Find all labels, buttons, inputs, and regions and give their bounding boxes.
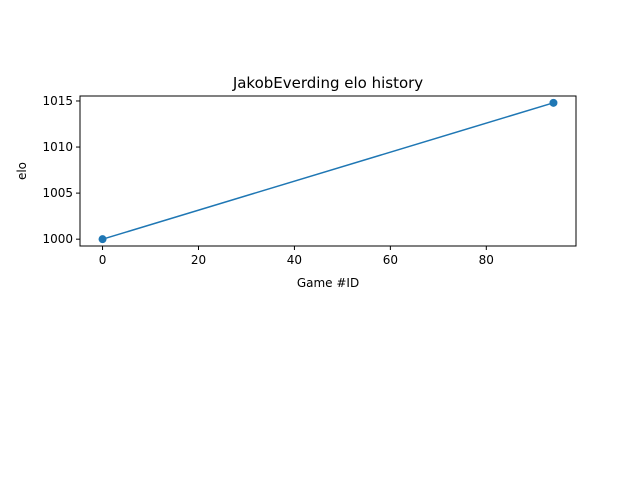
x-tick-label: 0 bbox=[99, 253, 107, 267]
y-axis-label: elo bbox=[15, 162, 29, 180]
x-tick-label: 20 bbox=[191, 253, 206, 267]
plot-area bbox=[79, 95, 577, 247]
series-layer bbox=[98, 98, 558, 244]
series-line bbox=[102, 102, 554, 240]
chart-title: JakobEverding elo history bbox=[232, 74, 423, 92]
data-point bbox=[98, 235, 107, 244]
x-tick-label: 80 bbox=[479, 253, 494, 267]
x-tick-label: 40 bbox=[287, 253, 302, 267]
y-tick-label: 1015 bbox=[42, 94, 73, 108]
plot-frame bbox=[79, 95, 577, 247]
data-point bbox=[549, 98, 558, 107]
x-axis-label: Game #ID bbox=[297, 276, 359, 290]
y-tick-label: 1000 bbox=[42, 232, 73, 246]
y-tick-label: 1005 bbox=[42, 186, 73, 200]
y-axis-ticks: 1000 1005 1010 1015 bbox=[42, 94, 80, 246]
x-axis-ticks: 0 20 40 60 80 bbox=[99, 246, 494, 267]
x-tick-label: 60 bbox=[383, 253, 398, 267]
y-tick-label: 1010 bbox=[42, 140, 73, 154]
